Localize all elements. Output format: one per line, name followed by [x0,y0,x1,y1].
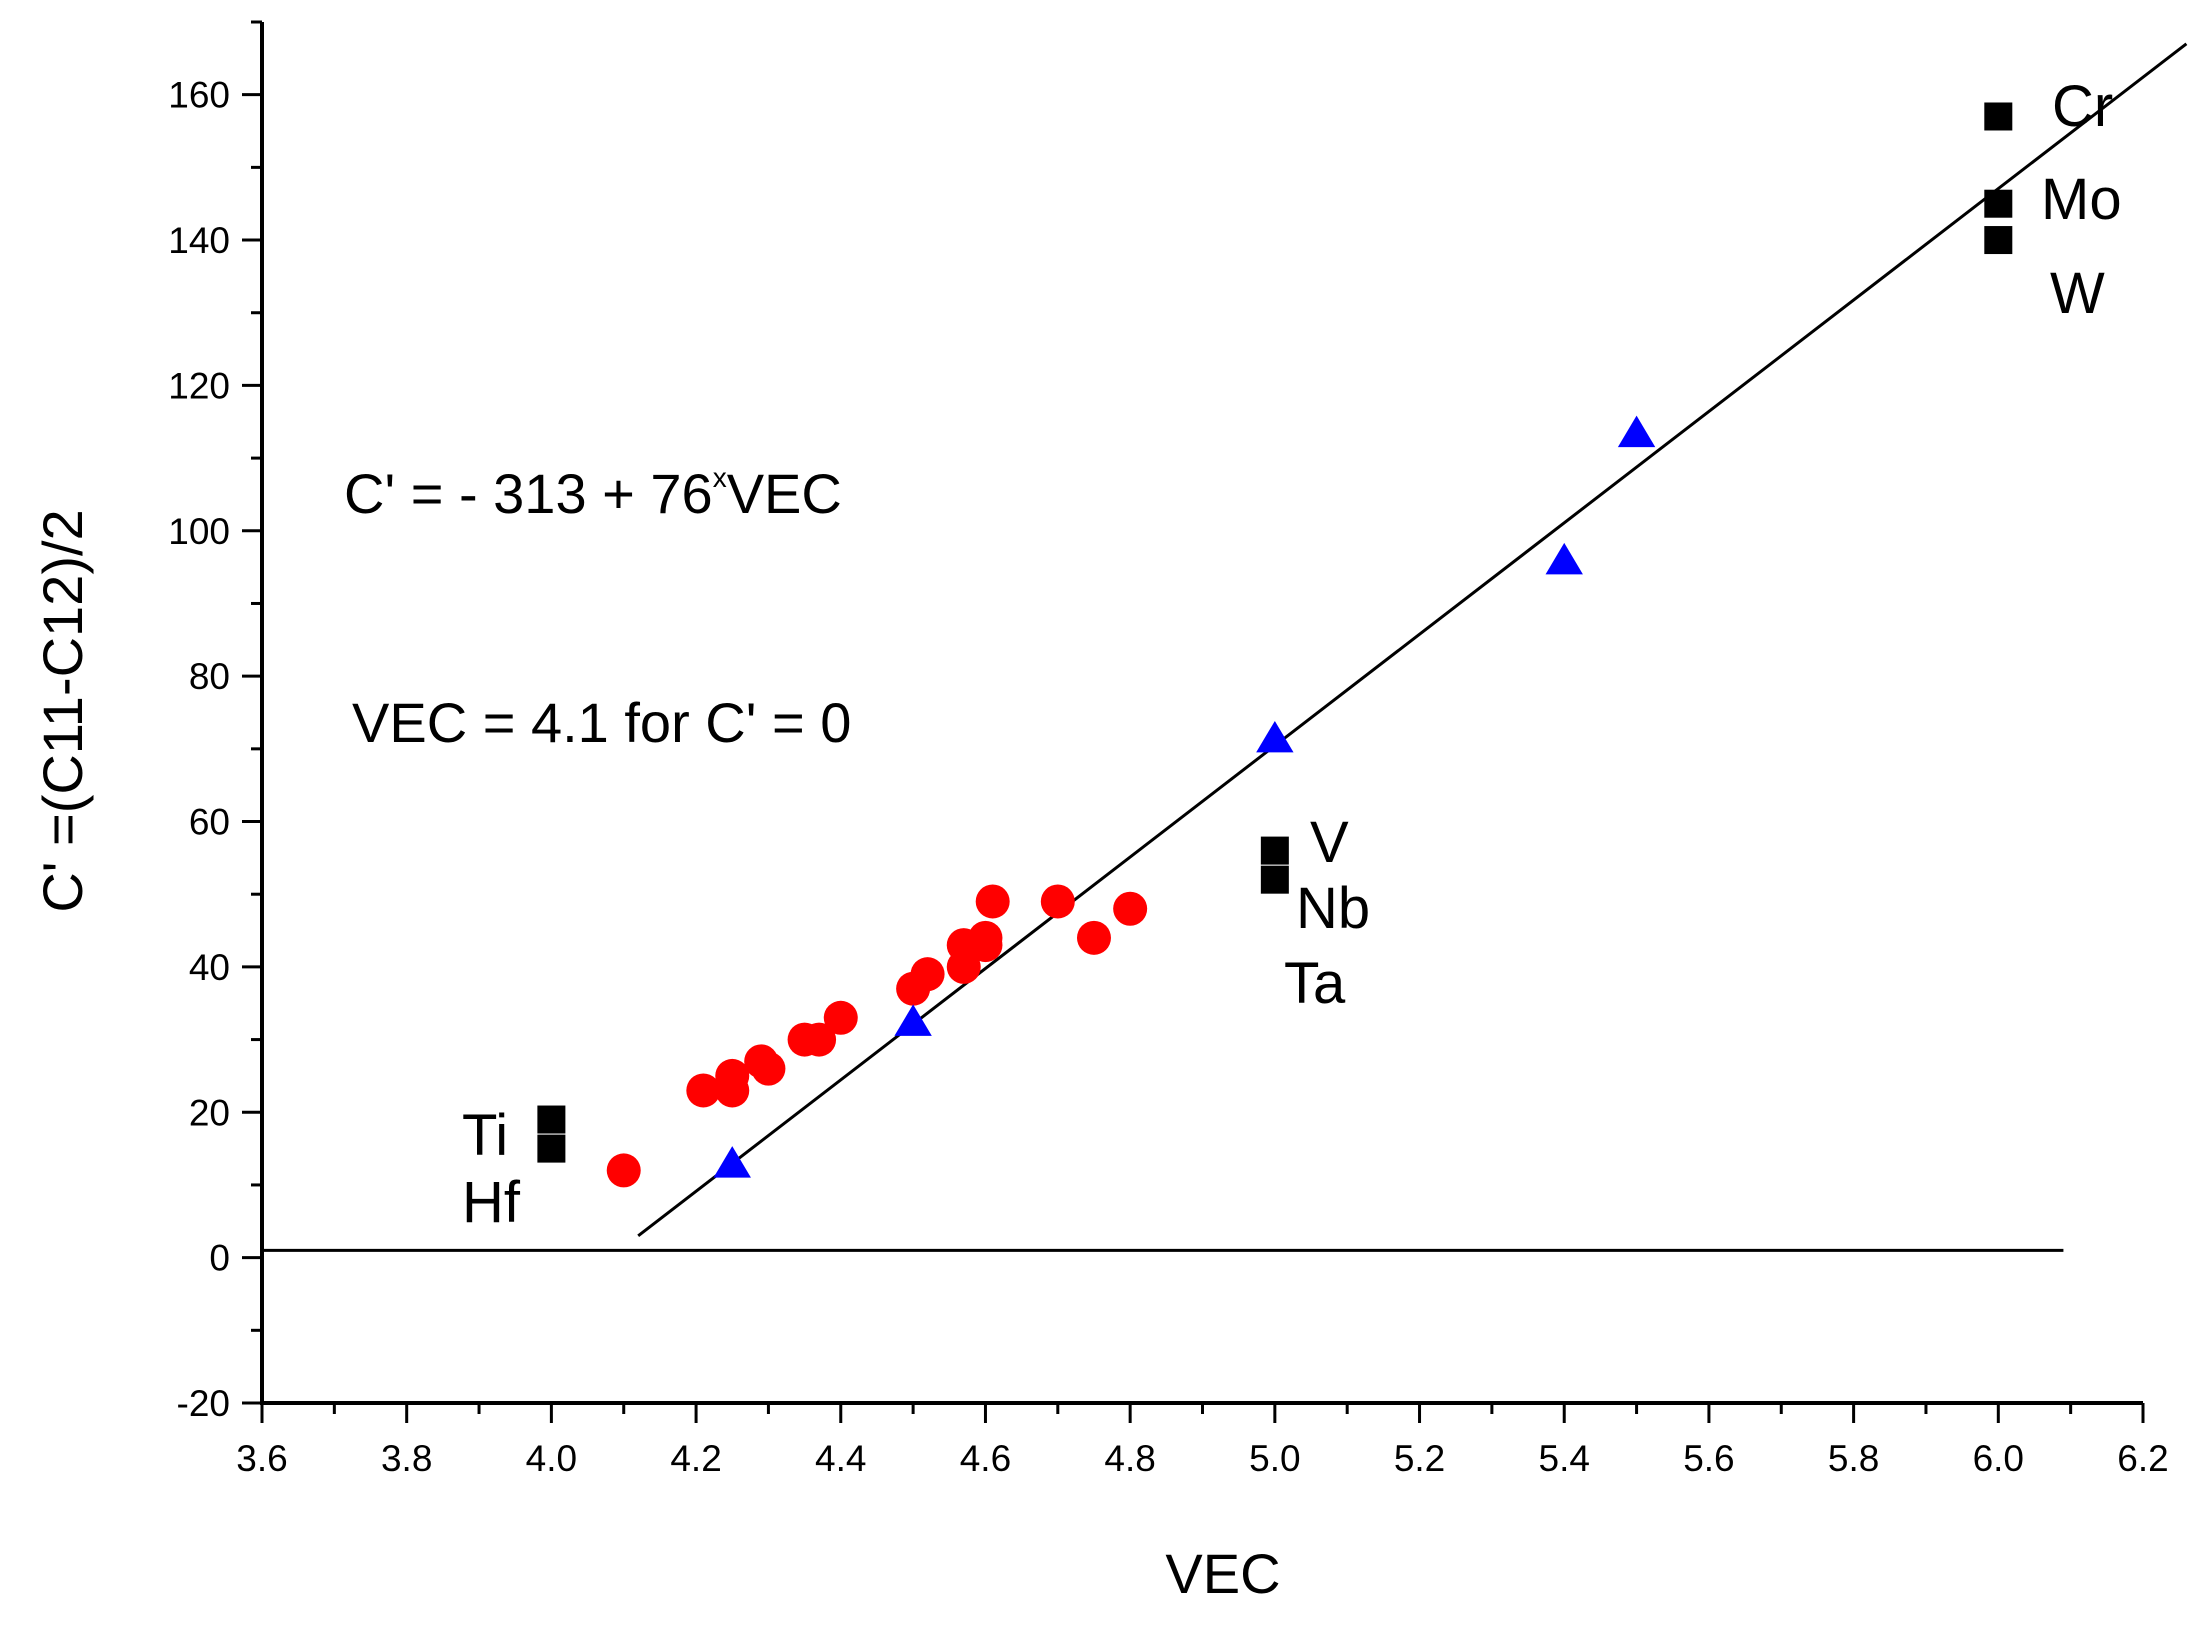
y-tick-label: 20 [189,1092,230,1133]
x-tick-label: 3.8 [381,1438,432,1479]
alloy-point [715,1073,750,1108]
element-square-point [537,1134,566,1163]
fit-triangle-point [713,1146,751,1178]
alloy-point [751,1051,786,1086]
x-tick-label: 5.0 [1249,1438,1300,1479]
element-square-point [1984,226,2013,255]
fit-triangle-point [894,1004,932,1036]
alloy-point [823,1000,858,1035]
element-square-point [1260,865,1289,894]
alloy-point [975,884,1010,919]
equation-annotation: C' = - 313 + 76xVEC [344,462,842,525]
element-label-mo: Mo [2041,167,2122,232]
x-tick-label: 4.0 [526,1438,577,1479]
y-tick-label: -20 [177,1383,230,1424]
element-square-point [537,1105,566,1134]
element-square-point [1260,836,1289,865]
alloy-point [1040,884,1075,919]
data-markers [537,102,2013,1188]
x-tick-label: 5.4 [1539,1438,1590,1479]
element-square-point [1984,102,2013,131]
element-label-cr: Cr [2052,74,2113,139]
x-tick-label: 3.6 [236,1438,287,1479]
axis-tick-labels: 3.6 3.8 4.0 4.2 4.4 4.6 4.8 5.0 5.2 5.4 5.6 5.8 6.0 6… [168,75,2168,1479]
y-axis-title: C' =(C11-C12)/2 [31,509,94,912]
x-tick-label: 5.8 [1828,1438,1879,1479]
alloy-point [968,920,1003,955]
element-label-v: V [1310,810,1349,875]
element-label-ti: Ti [462,1103,508,1168]
alloy-point [910,957,945,992]
alloy-point [1113,891,1148,926]
x-tick-label: 4.4 [815,1438,866,1479]
y-tick-label: 160 [168,75,230,116]
x-tick-label: 5.6 [1683,1438,1734,1479]
x-tick-label: 4.8 [1104,1438,1155,1479]
fit-triangle-point [1256,720,1294,753]
element-label-nb: Nb [1296,876,1370,941]
element-square-point [1984,189,2013,218]
alloy-point [606,1153,641,1188]
x-tick-label: 5.2 [1394,1438,1445,1479]
element-label-hf: Hf [462,1170,521,1235]
y-tick-label: 40 [189,947,230,988]
x-tick-label: 4.2 [670,1438,721,1479]
element-label-ta: Ta [1284,951,1346,1016]
x-tick-label: 6.2 [2117,1438,2168,1479]
alloy-point [802,1022,837,1057]
element-label-w: W [2050,261,2105,326]
y-tick-label: 120 [168,365,230,406]
x-tick-label: 6.0 [1973,1438,2024,1479]
alloy-point [686,1073,721,1108]
y-tick-label: 0 [209,1238,230,1279]
y-tick-label: 60 [189,802,230,843]
fit-line [637,42,2188,1238]
fit-triangle-point [1617,415,1656,448]
y-tick-label: 140 [168,220,230,261]
axis-ticks [242,20,2145,1423]
y-tick-label: 100 [168,511,230,552]
threshold-annotation: VEC = 4.1 for C' = 0 [352,691,851,754]
x-axis-title: VEC [1165,1542,1280,1605]
fit-triangle-point [1545,542,1583,575]
alloy-point [1076,920,1111,955]
y-tick-label: 80 [189,656,230,697]
x-tick-label: 4.6 [960,1438,1011,1479]
